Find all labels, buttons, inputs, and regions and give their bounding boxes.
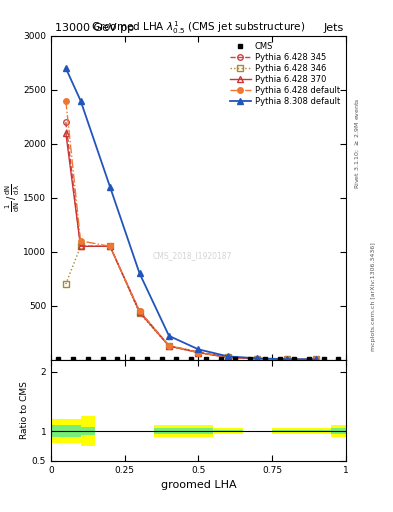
Pythia 8.308 default [137,270,142,276]
Pythia 6.428 345 [255,355,260,361]
Pythia 6.428 346 [285,356,289,362]
Text: Rivet 3.1.10; $\geq$ 2.9M events: Rivet 3.1.10; $\geq$ 2.9M events [354,97,362,189]
Text: 13000 GeV pp: 13000 GeV pp [55,23,134,33]
Pythia 6.428 default [314,356,319,362]
Pythia 6.428 370 [137,309,142,315]
Pythia 6.428 default [137,308,142,314]
Pythia 6.428 346 [167,343,171,349]
Text: Jets: Jets [323,23,344,33]
Pythia 6.428 346 [226,354,230,360]
Pythia 8.308 default [226,353,230,359]
Y-axis label: $\mathregular{\frac{1}{dN}\,/\,\frac{dN}{d\,\lambda}}$: $\mathregular{\frac{1}{dN}\,/\,\frac{dN}… [4,183,22,212]
Pythia 6.428 345 [226,354,230,360]
Pythia 6.428 default [64,97,68,103]
Pythia 6.428 346 [78,243,83,249]
Pythia 6.428 345 [196,349,201,355]
Pythia 6.428 346 [314,356,319,362]
Pythia 6.428 default [167,343,171,349]
Pythia 8.308 default [167,333,171,339]
Pythia 6.428 345 [137,308,142,314]
Pythia 8.308 default [196,346,201,352]
Line: Pythia 6.428 default: Pythia 6.428 default [63,98,319,362]
Text: CMS_2018_I1920187: CMS_2018_I1920187 [153,251,232,261]
Pythia 6.428 370 [78,243,83,249]
Line: Pythia 6.428 345: Pythia 6.428 345 [63,119,319,362]
Pythia 6.428 346 [255,355,260,361]
Pythia 6.428 345 [108,243,112,249]
Pythia 8.308 default [78,97,83,103]
Pythia 6.428 346 [137,310,142,316]
Pythia 8.308 default [314,356,319,362]
Pythia 6.428 345 [285,356,289,362]
Pythia 6.428 345 [314,356,319,362]
Pythia 6.428 default [255,355,260,361]
Pythia 6.428 370 [314,356,319,362]
Title: Groomed LHA $\lambda^{1}_{0.5}$ (CMS jet substructure): Groomed LHA $\lambda^{1}_{0.5}$ (CMS jet… [91,19,306,36]
Pythia 6.428 345 [64,119,68,125]
Pythia 6.428 370 [64,130,68,136]
Pythia 6.428 346 [64,281,68,287]
Line: Pythia 6.428 346: Pythia 6.428 346 [63,244,319,362]
Pythia 6.428 345 [78,243,83,249]
Pythia 6.428 370 [226,354,230,360]
Pythia 6.428 370 [108,243,112,249]
Pythia 6.428 370 [255,355,260,361]
Line: Pythia 8.308 default: Pythia 8.308 default [62,65,320,363]
Pythia 6.428 default [285,356,289,362]
Line: Pythia 6.428 370: Pythia 6.428 370 [63,130,319,362]
Pythia 6.428 346 [108,243,112,249]
Y-axis label: Ratio to CMS: Ratio to CMS [20,381,29,439]
Pythia 8.308 default [64,65,68,71]
Pythia 6.428 370 [285,356,289,362]
Pythia 8.308 default [255,355,260,361]
Pythia 6.428 370 [167,343,171,349]
Pythia 6.428 default [78,238,83,244]
Pythia 6.428 346 [196,350,201,356]
Pythia 6.428 default [196,350,201,356]
X-axis label: groomed LHA: groomed LHA [161,480,236,490]
Pythia 8.308 default [108,184,112,190]
Pythia 6.428 default [108,243,112,249]
Pythia 6.428 default [226,354,230,360]
Text: mcplots.cern.ch [arXiv:1306.3436]: mcplots.cern.ch [arXiv:1306.3436] [371,243,376,351]
Legend: CMS, Pythia 6.428 345, Pythia 6.428 346, Pythia 6.428 370, Pythia 6.428 default,: CMS, Pythia 6.428 345, Pythia 6.428 346,… [228,40,342,108]
Pythia 6.428 370 [196,350,201,356]
Pythia 8.308 default [285,356,289,362]
Pythia 6.428 345 [167,343,171,349]
